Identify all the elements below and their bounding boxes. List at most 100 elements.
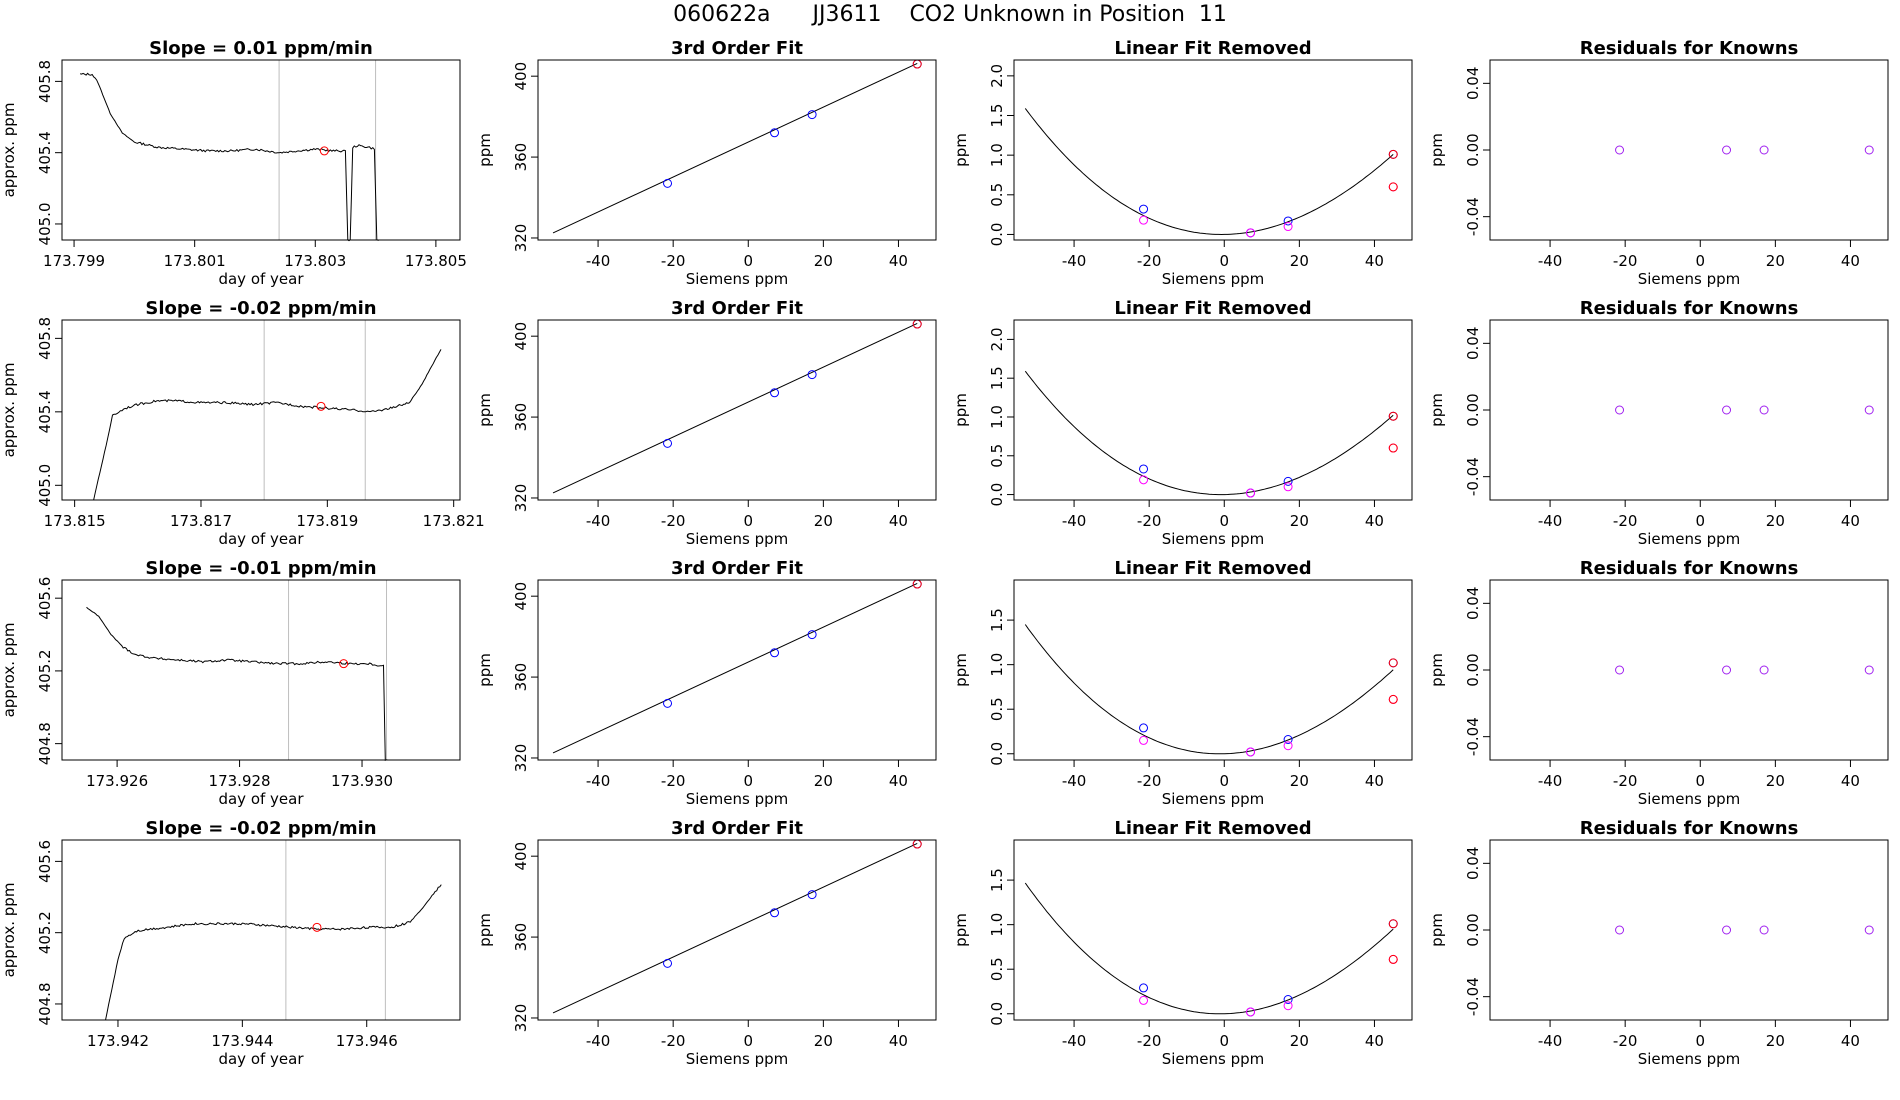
plot-frame [1489, 319, 1889, 501]
x-tick-label: -40 [586, 512, 611, 530]
x-axis-label: Siemens ppm [1638, 1050, 1741, 1068]
data-point [807, 110, 817, 120]
x-tick-label: 40 [1841, 772, 1860, 790]
x-axis-label: day of year [218, 790, 304, 808]
x-tick-label: 0 [743, 772, 753, 790]
panel: Slope = 0.01 ppm/min 173.799 173.801 173.80… [0, 38, 467, 288]
y-tick-label: 360 [512, 923, 530, 952]
x-tick-label: 20 [1766, 512, 1785, 530]
data-point [1139, 723, 1149, 733]
data-point [1139, 204, 1149, 214]
x-tick-label: 0 [1219, 512, 1229, 530]
fit-curve [1024, 370, 1394, 496]
panel-title: 3rd Order Fit [671, 558, 803, 579]
y-tick-label: 2.0 [988, 327, 1006, 351]
x-tick-label: 0 [1219, 252, 1229, 270]
data-point [770, 388, 780, 398]
fit-curve [1024, 624, 1394, 755]
panel: 3rd Order Fit -40 -20 0 20 40 320 360 400 Siemens… [476, 818, 937, 1068]
marker-point [339, 659, 349, 669]
plot-frame [1489, 839, 1889, 1021]
plot-frame [61, 579, 461, 761]
x-tick-label: -20 [661, 1032, 686, 1050]
y-tick-label: 405.6 [36, 577, 54, 620]
x-axis-label: Siemens ppm [1638, 530, 1741, 548]
panel-title: Slope = -0.02 ppm/min [145, 818, 376, 839]
panel: Residuals for Knowns -40 -20 0 20 40 -0.04 0.00… [1428, 558, 1889, 808]
y-axis-label: approx. ppm [0, 103, 18, 198]
y-tick-label: -0.04 [1464, 197, 1482, 236]
data-point [1283, 735, 1293, 745]
y-tick-label: 0.00 [1464, 913, 1482, 946]
fit-line [552, 322, 918, 494]
data-point [912, 319, 922, 329]
data-point [1388, 411, 1398, 421]
data-point [1864, 145, 1874, 155]
data-point [770, 908, 780, 918]
y-tick-label: -0.04 [1464, 457, 1482, 496]
y-tick-label: 0.0 [988, 223, 1006, 247]
y-tick-label: 1.0 [988, 405, 1006, 429]
y-tick-label: 0.00 [1464, 653, 1482, 686]
x-tick-label: 173.942 [87, 1032, 149, 1050]
data-point [1615, 665, 1625, 675]
x-tick-label: 0 [743, 252, 753, 270]
data-point [770, 128, 780, 138]
x-tick-label: -40 [586, 252, 611, 270]
data-point [807, 370, 817, 380]
panel-title: Slope = -0.01 ppm/min [145, 558, 376, 579]
x-tick-label: -40 [1538, 252, 1563, 270]
y-axis-label: ppm [952, 133, 970, 167]
data-point [912, 579, 922, 589]
x-tick-label: -20 [1137, 1032, 1162, 1050]
x-tick-label: 0 [1695, 252, 1705, 270]
y-tick-label: 0.04 [1464, 67, 1482, 100]
x-tick-label: 20 [814, 772, 833, 790]
x-tick-label: 40 [1841, 252, 1860, 270]
y-tick-label: 1.5 [988, 366, 1006, 390]
x-tick-label: 40 [889, 772, 908, 790]
data-point [1615, 925, 1625, 935]
panel-title: 3rd Order Fit [671, 38, 803, 59]
data-point [1246, 228, 1256, 238]
y-tick-label: 405.2 [36, 911, 54, 954]
x-tick-label: 0 [743, 1032, 753, 1050]
plot-frame [537, 319, 937, 501]
x-tick-label: 173.944 [211, 1032, 273, 1050]
x-tick-label: 173.817 [170, 512, 232, 530]
plot-frame [1013, 839, 1413, 1021]
x-tick-label: 173.803 [284, 252, 346, 270]
x-tick-label: -20 [661, 772, 686, 790]
x-tick-label: 20 [1290, 252, 1309, 270]
marker-point [319, 146, 329, 156]
data-point [663, 698, 673, 708]
data-point [1246, 488, 1256, 498]
panel-title: Linear Fit Removed [1114, 298, 1311, 319]
data-point [1246, 1007, 1256, 1017]
panel-title: Slope = -0.02 ppm/min [145, 298, 376, 319]
plot-frame [537, 839, 937, 1021]
x-tick-label: -20 [1137, 252, 1162, 270]
x-tick-label: 40 [889, 1032, 908, 1050]
fit-line [552, 62, 918, 234]
marker-point [316, 401, 326, 411]
x-axis-label: Siemens ppm [686, 530, 789, 548]
y-tick-label: 405.2 [36, 649, 54, 692]
x-tick-label: 40 [1365, 1032, 1384, 1050]
data-point [1139, 475, 1149, 485]
x-tick-label: 173.799 [43, 252, 105, 270]
x-axis-label: Siemens ppm [686, 1050, 789, 1068]
data-point [1283, 482, 1293, 492]
panel-title: 3rd Order Fit [671, 818, 803, 839]
x-tick-label: -40 [1062, 1032, 1087, 1050]
data-point [1283, 1001, 1293, 1011]
x-tick-label: -20 [1613, 512, 1638, 530]
data-line [80, 72, 380, 242]
x-tick-label: 173.930 [331, 772, 393, 790]
data-point [1388, 149, 1398, 159]
panel-title: Residuals for Knowns [1580, 298, 1799, 319]
plot-frame [1489, 579, 1889, 761]
y-tick-label: 405.0 [36, 202, 54, 245]
x-tick-label: 40 [889, 512, 908, 530]
x-tick-label: 40 [1841, 1032, 1860, 1050]
